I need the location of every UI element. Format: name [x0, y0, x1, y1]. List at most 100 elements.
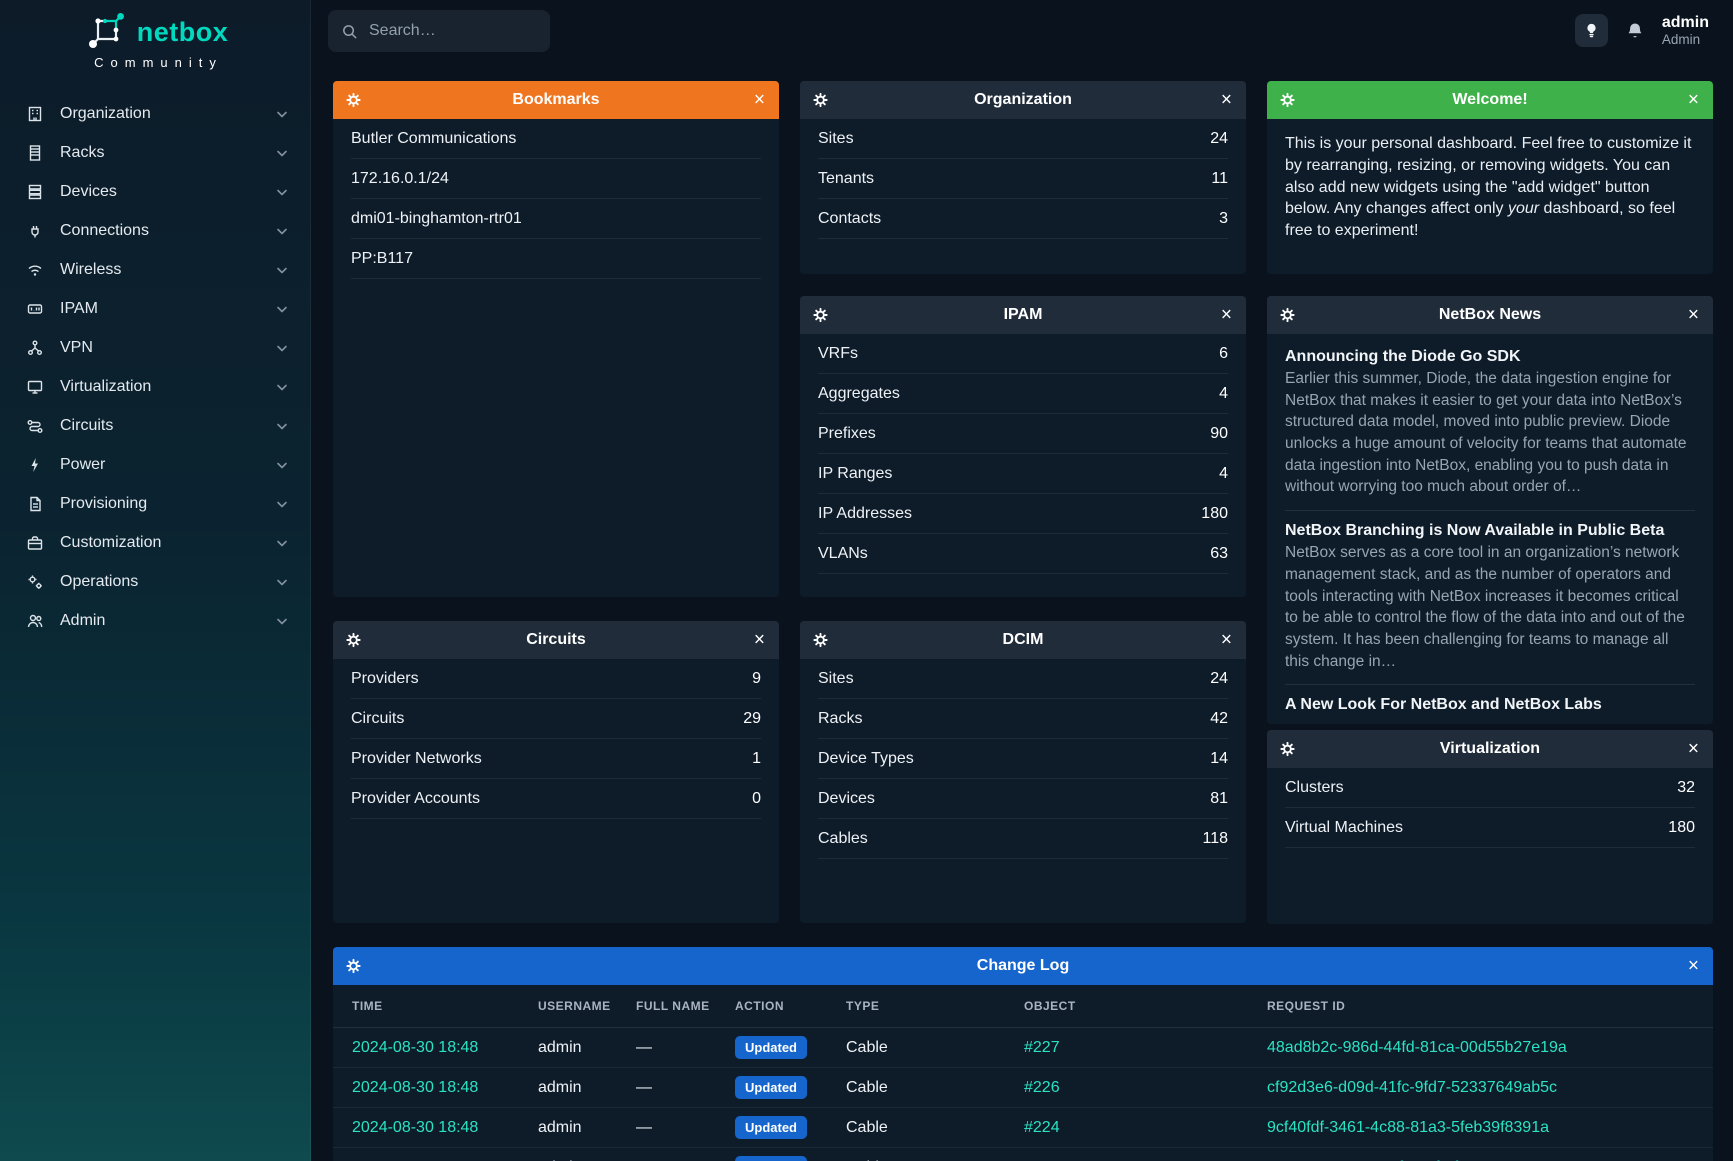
gear-icon[interactable] — [813, 92, 828, 108]
request-id-link[interactable]: 9cf40fdf-3461-4c88-81a3-5feb39f8391a — [1267, 1118, 1549, 1136]
search-box — [328, 10, 550, 52]
gear-icon[interactable] — [346, 632, 361, 648]
sidebar-item-connections[interactable]: Connections — [0, 211, 310, 250]
brand-logo[interactable]: netbox Community — [0, 0, 310, 70]
change-time-link[interactable]: 2024-08-30 18:48 — [352, 1118, 479, 1136]
close-icon[interactable]: × — [1687, 89, 1699, 111]
user-menu[interactable]: admin Admin — [1662, 14, 1709, 49]
request-id-link[interactable]: 48ad8b2c-986d-44fd-81ca-00d55b27e19a — [1267, 1038, 1567, 1056]
gear-icon[interactable] — [813, 307, 828, 323]
stat-link[interactable]: Tenants — [818, 169, 875, 187]
sidebar-item-racks[interactable]: Racks — [0, 133, 310, 172]
news-item: Announcing the Diode Go SDK Earlier this… — [1285, 337, 1695, 512]
change-time-link[interactable]: 2024-08-30 18:47 — [352, 1159, 538, 1161]
sidebar-item-provisioning[interactable]: Provisioning — [0, 484, 310, 523]
bookmark-row: dmi01-binghamton-rtr01 — [351, 199, 761, 239]
gear-icon[interactable] — [1280, 741, 1295, 757]
briefcase-icon — [25, 534, 45, 552]
chevron-down-icon — [274, 418, 290, 434]
stat-link[interactable]: Providers — [351, 669, 419, 687]
chevron-down-icon — [274, 535, 290, 551]
stat-link[interactable]: Sites — [818, 669, 854, 687]
stat-link[interactable]: IP Addresses — [818, 504, 912, 522]
stat-link[interactable]: IP Ranges — [818, 464, 893, 482]
stat-row: Circuits 29 — [351, 699, 761, 739]
sidebar-item-organization[interactable]: Organization — [0, 94, 310, 133]
gear-icon[interactable] — [813, 632, 828, 648]
notifications-button[interactable] — [1625, 21, 1645, 41]
chevron-down-icon — [274, 223, 290, 239]
request-id-link[interactable]: 7c3c4e3c-ece0-47f2-89f6-f88291c007c2 — [1267, 1159, 1694, 1161]
welcome-widget: Welcome! × This is your personal dashboa… — [1267, 81, 1713, 274]
stat-link[interactable]: Provider Accounts — [351, 789, 480, 807]
ip-card-icon — [25, 300, 45, 318]
gear-icon[interactable] — [1280, 92, 1295, 108]
sidebar-item-ipam[interactable]: IPAM — [0, 289, 310, 328]
search-input[interactable] — [369, 22, 519, 40]
sidebar-item-vpn[interactable]: VPN — [0, 328, 310, 367]
gear-icon[interactable] — [346, 92, 361, 108]
object-link[interactable]: #227 — [1024, 1038, 1060, 1056]
stat-link[interactable]: Cables — [818, 829, 868, 847]
stat-link[interactable]: Sites — [818, 129, 854, 147]
stat-row: Contacts 3 — [818, 199, 1228, 239]
close-icon[interactable]: × — [1687, 955, 1699, 977]
stat-row: IP Ranges 4 — [818, 454, 1228, 494]
share-nodes-icon — [25, 339, 45, 357]
sidebar-item-operations[interactable]: Operations — [0, 562, 310, 601]
stat-link[interactable]: Clusters — [1285, 778, 1344, 796]
close-icon[interactable]: × — [1687, 304, 1699, 326]
close-icon[interactable]: × — [753, 89, 765, 111]
sidebar-item-devices[interactable]: Devices — [0, 172, 310, 211]
stat-link[interactable]: Device Types — [818, 749, 914, 767]
sidebar-item-circuits[interactable]: Circuits — [0, 406, 310, 445]
news-link[interactable]: NetBox Branching is Now Available in Pub… — [1285, 522, 1665, 540]
stat-link[interactable]: VLANs — [818, 544, 868, 562]
theme-toggle-button[interactable] — [1574, 14, 1608, 48]
bookmark-link[interactable]: 172.16.0.1/24 — [351, 169, 449, 187]
close-icon[interactable]: × — [1220, 629, 1232, 651]
object-link[interactable]: #224 — [1024, 1159, 1267, 1161]
action-badge: Updated — [735, 1116, 846, 1139]
close-icon[interactable]: × — [1220, 304, 1232, 326]
stat-link[interactable]: Provider Networks — [351, 749, 482, 767]
sidebar-item-admin[interactable]: Admin — [0, 601, 310, 640]
stat-link[interactable]: Circuits — [351, 709, 405, 727]
object-link[interactable]: #224 — [1024, 1118, 1060, 1136]
gear-icon[interactable] — [346, 958, 361, 974]
stat-link[interactable]: Virtual Machines — [1285, 818, 1403, 836]
change-time-link[interactable]: 2024-08-30 18:48 — [352, 1078, 479, 1096]
stat-link[interactable]: Contacts — [818, 209, 882, 227]
change-time-link[interactable]: 2024-08-30 18:48 — [352, 1038, 479, 1056]
gear-icon[interactable] — [1280, 307, 1295, 323]
stat-link[interactable]: VRFs — [818, 344, 858, 362]
news-widget-header: NetBox News × — [1267, 296, 1713, 334]
dashboard: Bookmarks × Butler Communications 172.16… — [333, 81, 1713, 1161]
close-icon[interactable]: × — [1220, 89, 1232, 111]
bookmark-link[interactable]: dmi01-binghamton-rtr01 — [351, 209, 522, 227]
chevron-down-icon — [274, 613, 290, 629]
news-link[interactable]: Announcing the Diode Go SDK — [1285, 348, 1521, 365]
users-icon — [25, 612, 45, 630]
sidebar-item-wireless[interactable]: Wireless — [0, 250, 310, 289]
close-icon[interactable]: × — [753, 629, 765, 651]
stat-row: Provider Accounts 0 — [351, 779, 761, 819]
stat-link[interactable]: Prefixes — [818, 424, 876, 442]
sidebar-item-power[interactable]: Power — [0, 445, 310, 484]
request-id-link[interactable]: cf92d3e6-d09d-41fc-9fd7-52337649ab5c — [1267, 1078, 1558, 1096]
sidebar-item-customization[interactable]: Customization — [0, 523, 310, 562]
object-link[interactable]: #226 — [1024, 1078, 1060, 1096]
action-badge: Updated — [735, 1076, 846, 1099]
bookmark-link[interactable]: PP:B117 — [351, 249, 413, 267]
organization-widget: Organization × Sites 24 Tenants 11 Contact… — [800, 81, 1246, 274]
news-link[interactable]: A New Look For NetBox and NetBox Labs — [1285, 696, 1602, 714]
sidebar-item-virtualization[interactable]: Virtualization — [0, 367, 310, 406]
bookmark-link[interactable]: Butler Communications — [351, 129, 517, 147]
stat-link[interactable]: Aggregates — [818, 384, 900, 402]
brand-name: netbox — [136, 16, 229, 47]
stat-link[interactable]: Racks — [818, 709, 863, 727]
dcim-widget: DCIM × Sites 24 Racks 42 Device Types 14 De… — [800, 621, 1246, 923]
close-icon[interactable]: × — [1687, 738, 1699, 760]
user-name: admin — [1661, 13, 1709, 31]
stat-link[interactable]: Devices — [818, 789, 875, 807]
